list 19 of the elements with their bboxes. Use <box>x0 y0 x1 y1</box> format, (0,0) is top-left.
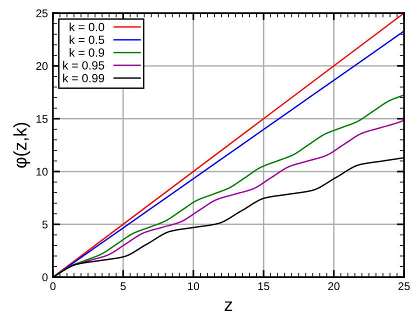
x-tick-label: 5 <box>120 282 126 290</box>
x-axis-title: z <box>224 301 232 311</box>
x-tick-label: 15 <box>258 282 270 290</box>
y-tick-label: 25 <box>36 9 48 18</box>
y-axis-title: φ(z,k) <box>13 122 30 168</box>
y-tick-label: 20 <box>36 62 48 70</box>
y-tick-label: 5 <box>42 220 48 228</box>
x-tick-label: 20 <box>328 282 340 290</box>
x-tick-label: 25 <box>398 282 410 290</box>
legend-label: k = 0.5 <box>70 35 104 44</box>
legend-label: k = 0.95 <box>63 60 104 70</box>
y-tick-label: 0 <box>42 273 48 282</box>
legend-label: k = 0.99 <box>63 74 104 82</box>
y-tick-label: 15 <box>36 115 48 123</box>
x-tick-label: 10 <box>188 282 200 290</box>
x-tick-label: 0 <box>50 282 56 290</box>
y-tick-label: 10 <box>36 168 48 176</box>
legend-label: k = 0.9 <box>70 48 104 57</box>
legend-label: k = 0.0 <box>70 22 104 32</box>
